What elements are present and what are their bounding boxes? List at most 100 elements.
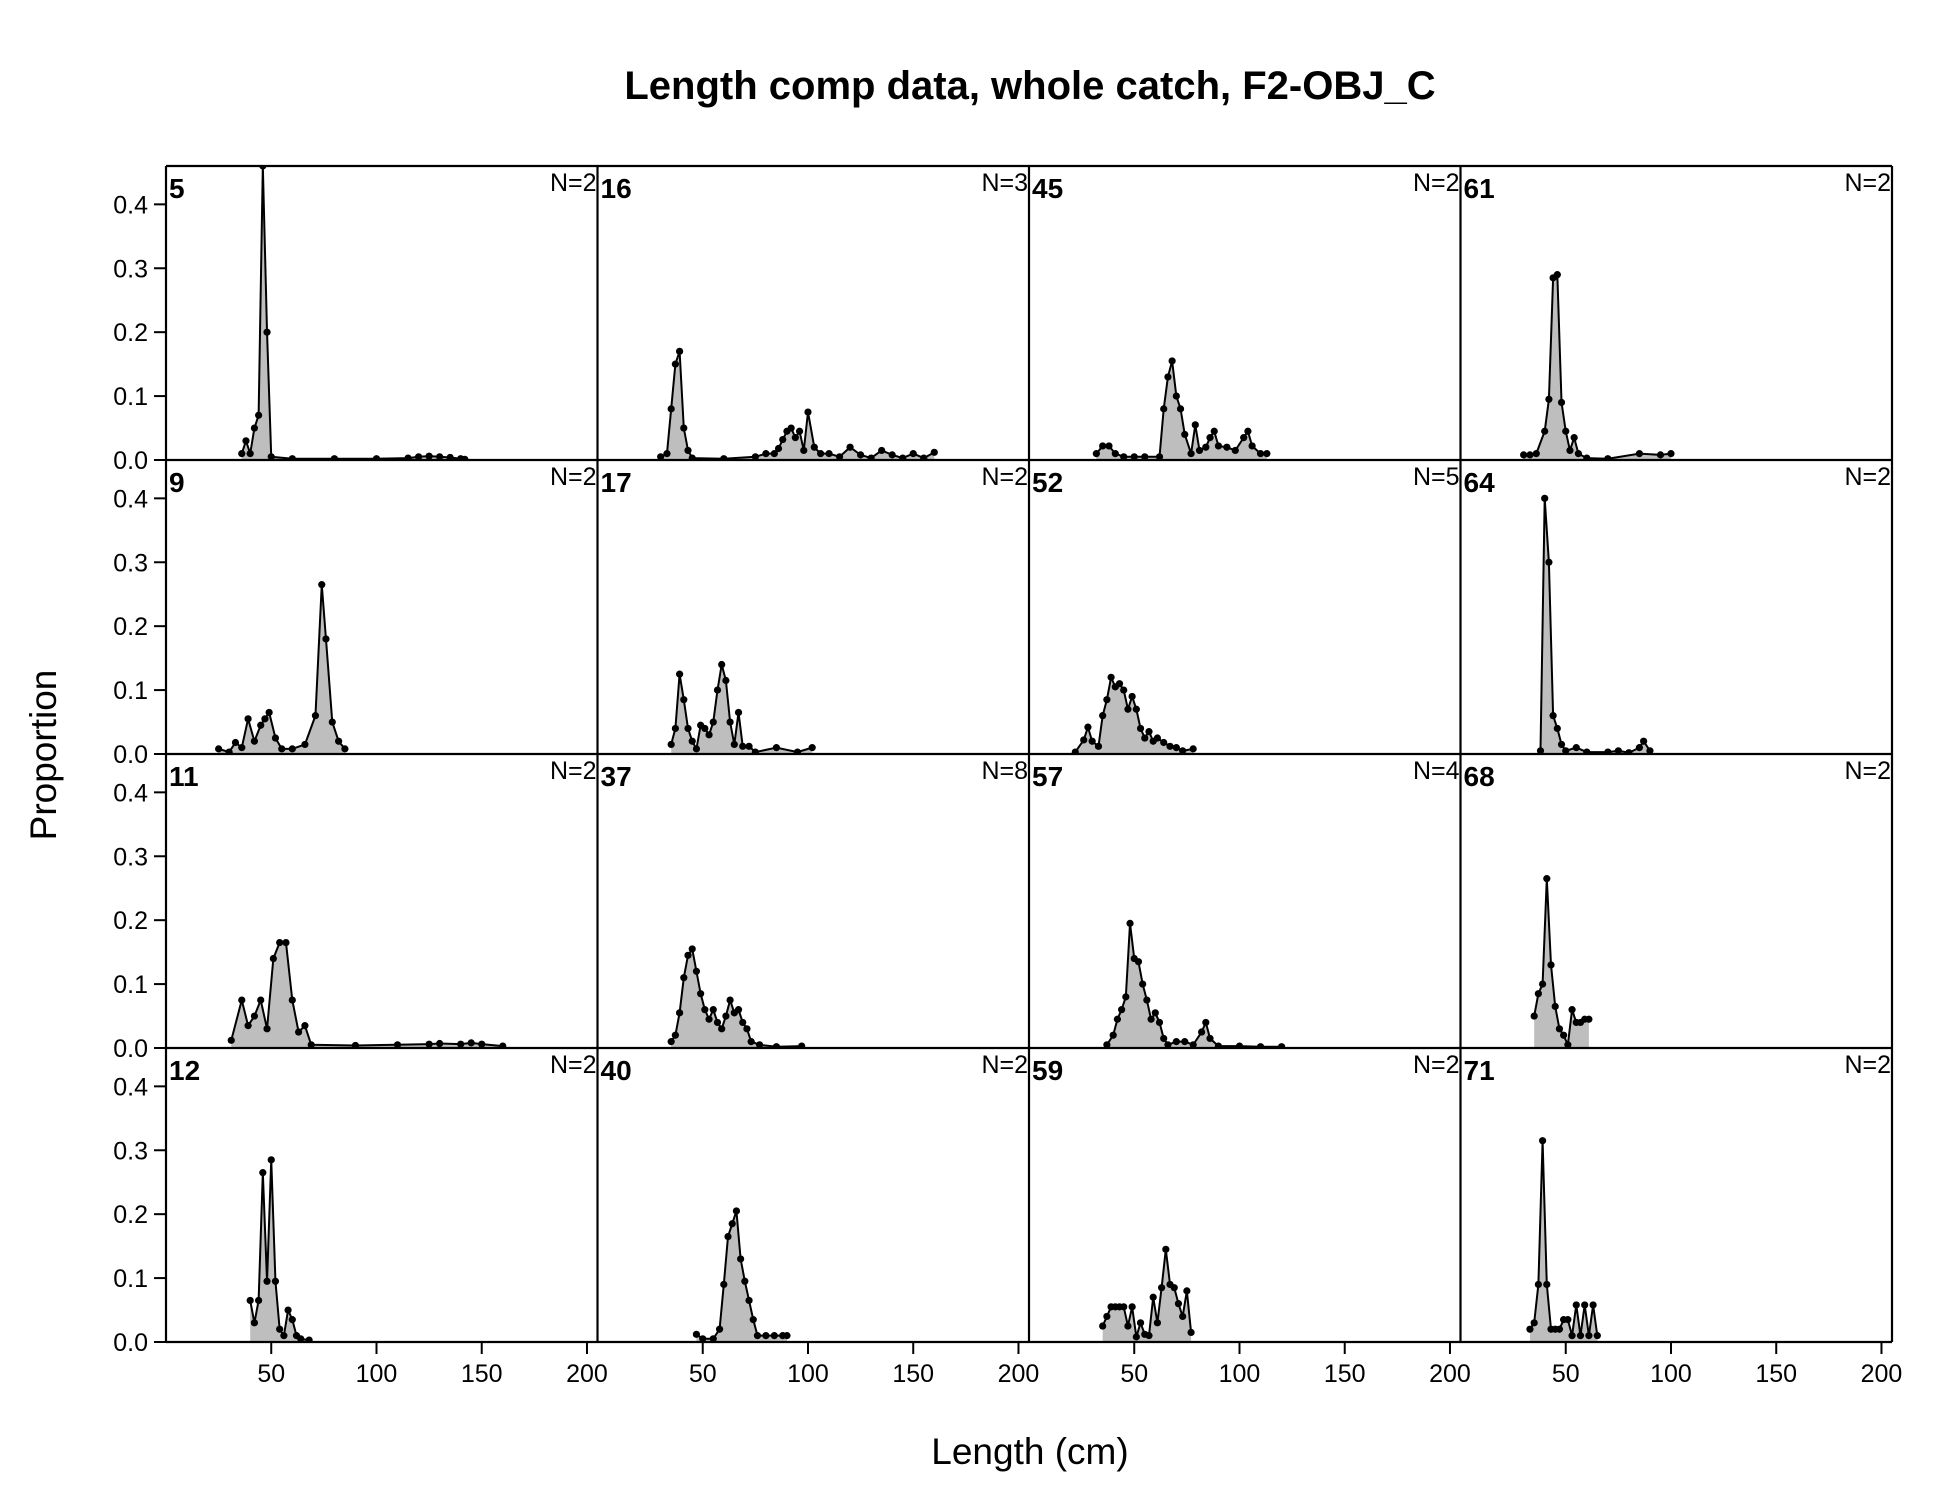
- data-point: [762, 450, 770, 458]
- data-point: [1530, 1012, 1538, 1020]
- data-point: [1585, 1332, 1593, 1340]
- data-point: [846, 443, 854, 451]
- data-point: [250, 1012, 259, 1020]
- data-point: [1547, 961, 1555, 969]
- data-point: [1256, 450, 1265, 458]
- data-point: [1170, 1284, 1178, 1292]
- data-point: [297, 1335, 305, 1342]
- data-point: [1583, 748, 1591, 754]
- data-point: [1179, 747, 1187, 754]
- y-axis-title: Proportion: [23, 670, 64, 841]
- x-tick-label: 50: [257, 1360, 285, 1388]
- data-point: [772, 1043, 781, 1048]
- data-point: [724, 1232, 732, 1241]
- panel-label: 52: [1032, 467, 1063, 498]
- series-area: [1523, 274, 1671, 460]
- panel-12: 12 N=2: [169, 1051, 597, 1342]
- data-point: [231, 738, 240, 747]
- data-point: [1158, 1284, 1166, 1292]
- data-point: [1088, 737, 1096, 745]
- data-point: [1118, 1006, 1126, 1014]
- data-point: [1128, 1303, 1136, 1311]
- panel-16: 16 N=3: [601, 169, 1028, 460]
- data-point: [1155, 453, 1164, 460]
- data-point: [1136, 724, 1145, 733]
- data-point: [1172, 744, 1180, 752]
- data-point: [1614, 747, 1622, 754]
- data-point: [1099, 442, 1107, 450]
- data-point: [259, 1169, 267, 1177]
- data-point: [1206, 434, 1214, 442]
- series-area: [1096, 360, 1267, 460]
- y-tick-label: 0.3: [113, 549, 148, 577]
- data-point: [930, 448, 938, 456]
- data-point: [1145, 728, 1153, 736]
- data-point: [713, 1018, 722, 1027]
- data-point: [1183, 1287, 1191, 1295]
- data-point: [1534, 1280, 1542, 1289]
- x-tick-label: 200: [1429, 1360, 1471, 1388]
- data-point: [1541, 427, 1549, 435]
- panel-5: 5 N=2: [169, 166, 597, 460]
- y-tick-label: 0.1: [113, 1265, 148, 1293]
- x-tick-label: 50: [689, 1360, 717, 1388]
- data-point: [242, 437, 250, 445]
- data-point: [663, 450, 671, 458]
- data-point: [1526, 1325, 1534, 1333]
- y-tick-label: 0.3: [113, 1137, 148, 1165]
- data-point: [301, 740, 309, 749]
- panel-label: 71: [1464, 1055, 1495, 1086]
- data-point: [1198, 1028, 1206, 1036]
- data-point: [1566, 446, 1574, 455]
- data-point: [263, 1025, 271, 1033]
- panel-57: 57 N=4: [1032, 757, 1460, 1048]
- data-point: [250, 1319, 259, 1327]
- data-point: [1134, 958, 1143, 966]
- panel-n-label: N=3: [981, 169, 1028, 197]
- data-point: [684, 446, 692, 455]
- data-point: [1113, 1015, 1122, 1023]
- panel-label: 9: [169, 467, 185, 498]
- data-point: [1555, 1025, 1564, 1033]
- data-point: [737, 1255, 745, 1263]
- data-point: [804, 408, 812, 416]
- data-point: [1172, 1038, 1180, 1046]
- panel-plot-area: [227, 938, 507, 1048]
- panel-plot-area: [1103, 919, 1286, 1048]
- data-point: [215, 745, 223, 753]
- data-point: [810, 443, 818, 451]
- panel-plot-area: [215, 581, 349, 754]
- data-point: [478, 1040, 486, 1048]
- data-point: [1214, 442, 1223, 450]
- panel-59: 59 N=2: [1032, 1051, 1460, 1342]
- data-point: [739, 1018, 747, 1027]
- data-point: [250, 424, 259, 432]
- data-point: [867, 454, 875, 460]
- data-point: [1581, 1301, 1589, 1309]
- data-point: [747, 1038, 755, 1046]
- data-point: [1223, 443, 1231, 451]
- data-point: [726, 996, 734, 1004]
- y-tick-label: 0.1: [113, 677, 148, 705]
- data-point: [1564, 1041, 1572, 1048]
- data-point: [1538, 980, 1547, 988]
- data-point: [1553, 724, 1561, 733]
- data-point: [1164, 1041, 1172, 1048]
- data-point: [1210, 427, 1218, 435]
- x-axis-title: Length (cm): [931, 1431, 1128, 1472]
- series-line: [1095, 360, 1267, 458]
- data-point: [1162, 1245, 1170, 1253]
- data-point: [1115, 680, 1124, 688]
- data-point: [667, 1038, 675, 1046]
- data-point: [1568, 1006, 1576, 1014]
- panel-n-label: N=2: [1413, 169, 1460, 197]
- data-point: [1583, 454, 1591, 460]
- data-point: [284, 1306, 292, 1314]
- panel-n-label: N=2: [981, 1051, 1028, 1079]
- data-point: [1099, 1322, 1107, 1330]
- data-point: [779, 435, 787, 444]
- data-point: [269, 954, 277, 963]
- panel-plot-area: [667, 660, 816, 754]
- data-point: [1124, 1322, 1132, 1330]
